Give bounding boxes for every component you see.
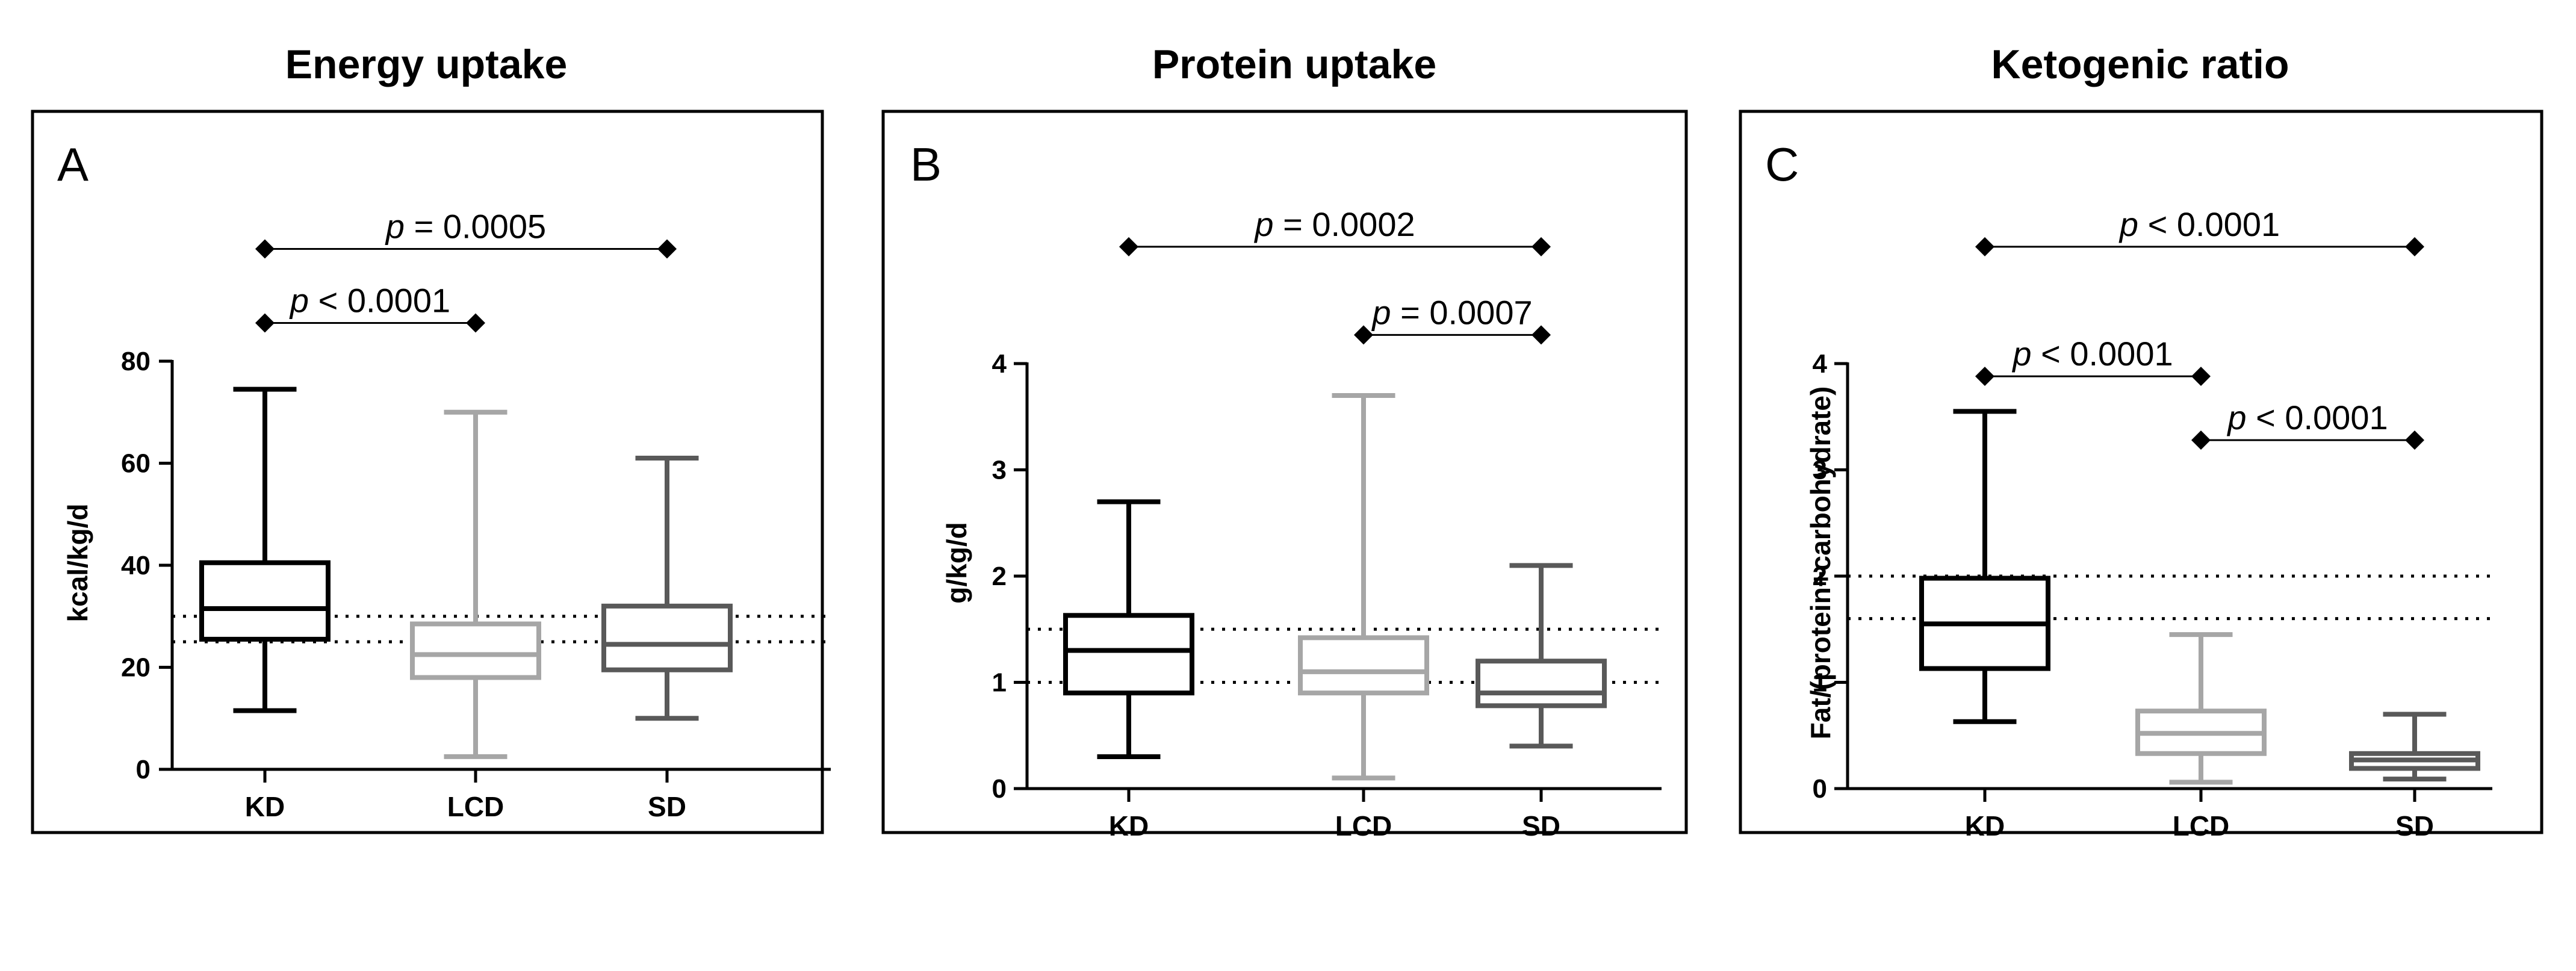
p-value-label: p = 0.0007 [1371, 293, 1532, 331]
box-lcd [410, 409, 541, 759]
diamond-marker [466, 313, 485, 333]
box-sd [601, 456, 733, 721]
p-value: = 0.0007 [1391, 293, 1533, 331]
diamond-marker [255, 313, 275, 333]
x-tick-label: LCD [1335, 810, 1392, 842]
y-tick-label: 3 [992, 456, 1007, 485]
p-symbol: p [1371, 293, 1391, 331]
y-axis-label: g/kg/d [941, 522, 972, 603]
box-kd [1919, 409, 2050, 724]
panel-letter: B [910, 138, 942, 191]
y-tick-label: 60 [121, 449, 151, 479]
y-tick-label: 80 [121, 347, 151, 376]
p-symbol: p [1253, 205, 1273, 243]
p-symbol: p [2118, 205, 2138, 243]
significance-bracket: p < 0.0001 [1975, 205, 2424, 256]
panel-c: Ketogenic ratio C 0 1 2 3 4 Fat/(protein+carboh… [1739, 42, 2543, 842]
box-kd [1063, 499, 1194, 760]
diamond-marker [2191, 430, 2211, 450]
y-axis-label: kcal/kg/d [62, 504, 93, 622]
diamond-marker [1119, 237, 1138, 256]
diamond-marker [2405, 430, 2424, 450]
panel-letter: A [57, 138, 88, 191]
panel-a: Energy uptake A 0 20 40 60 80 kcal/kg/d KD LCD SD p… [31, 42, 831, 834]
p-symbol: p [385, 208, 405, 246]
diamond-marker [1532, 325, 1551, 345]
x-tick-label: SD [2395, 810, 2434, 842]
box-kd [199, 386, 331, 713]
x-tick-label: SD [1522, 810, 1560, 842]
p-value: < 0.0001 [2247, 399, 2388, 436]
significance-bracket: p < 0.0001 [255, 281, 485, 333]
p-value: < 0.0001 [309, 281, 450, 319]
p-value-label: p < 0.0001 [2226, 399, 2388, 436]
significance-bracket: p < 0.0001 [2191, 399, 2424, 450]
y-tick-label: 4 [992, 349, 1007, 379]
significance-bracket: p = 0.0005 [255, 208, 677, 259]
p-value-label: p = 0.0002 [1253, 205, 1415, 243]
diamond-marker [2405, 237, 2424, 256]
p-value: = 0.0002 [1274, 205, 1415, 243]
p-value-label: p < 0.0001 [289, 281, 450, 319]
diamond-marker [1354, 325, 1373, 345]
diamond-marker [2191, 367, 2211, 386]
x-tick-label: SD [648, 791, 686, 822]
box-lcd [2135, 632, 2267, 785]
panel-frame [31, 110, 824, 834]
x-tick-label: LCD [2173, 810, 2230, 842]
diamond-marker [1975, 237, 1994, 256]
p-value-label: p < 0.0001 [2011, 335, 2173, 373]
significance-bracket: p = 0.0007 [1354, 293, 1551, 345]
box-lcd [1298, 392, 1429, 781]
diamond-marker [255, 239, 275, 259]
diamond-marker [1532, 237, 1551, 256]
x-tick-label: KD [1965, 810, 2005, 842]
y-tick-label: 40 [121, 551, 151, 580]
y-tick-label: 0 [136, 755, 151, 784]
y-tick-label: 0 [1813, 774, 1827, 804]
p-symbol: p [289, 281, 309, 319]
iqr-box [601, 603, 733, 672]
panel-frame [1739, 110, 2543, 834]
y-tick-label: 0 [992, 774, 1007, 804]
box-sd [2349, 712, 2480, 782]
panel-title: Protein uptake [1152, 42, 1436, 87]
diamond-marker [1975, 367, 1994, 386]
x-tick-label: KD [245, 791, 285, 822]
iqr-box [1298, 635, 1429, 696]
box-sd [1476, 563, 1607, 749]
iqr-box [1063, 613, 1194, 696]
iqr-box [410, 621, 541, 680]
p-value-label: p < 0.0001 [2118, 205, 2280, 243]
y-tick-label: 3 [1813, 456, 1827, 485]
p-value: < 0.0001 [2032, 335, 2173, 373]
significance-bracket: p = 0.0002 [1119, 205, 1551, 256]
p-symbol: p [2011, 335, 2031, 373]
diamond-marker [657, 239, 677, 259]
panel-title: Ketogenic ratio [1991, 42, 2289, 87]
y-tick-label: 1 [1813, 668, 1827, 698]
y-tick-label: 2 [992, 562, 1007, 591]
y-tick-label: 20 [121, 653, 151, 683]
y-tick-label: 2 [1813, 562, 1827, 591]
iqr-box [1476, 659, 1607, 709]
p-value: < 0.0001 [2138, 205, 2280, 243]
panel-title: Energy uptake [285, 42, 568, 87]
panel-b: Protein uptake B 0 1 2 3 4 g/kg/d KD LCD SD p = 0.0… [881, 42, 1688, 842]
p-value-label: p = 0.0005 [385, 208, 546, 246]
y-tick-label: 1 [992, 668, 1007, 698]
significance-bracket: p < 0.0001 [1975, 335, 2211, 386]
iqr-box [199, 560, 331, 642]
p-value: = 0.0005 [405, 208, 546, 246]
x-tick-label: LCD [447, 791, 504, 822]
panel-letter: C [1765, 138, 1799, 191]
p-symbol: p [2226, 399, 2246, 436]
x-tick-label: KD [1109, 810, 1149, 842]
panel-frame [881, 110, 1688, 834]
y-axis-label: Fat/(protein+carbohydrate) [1805, 386, 1836, 740]
y-tick-label: 4 [1813, 349, 1828, 379]
